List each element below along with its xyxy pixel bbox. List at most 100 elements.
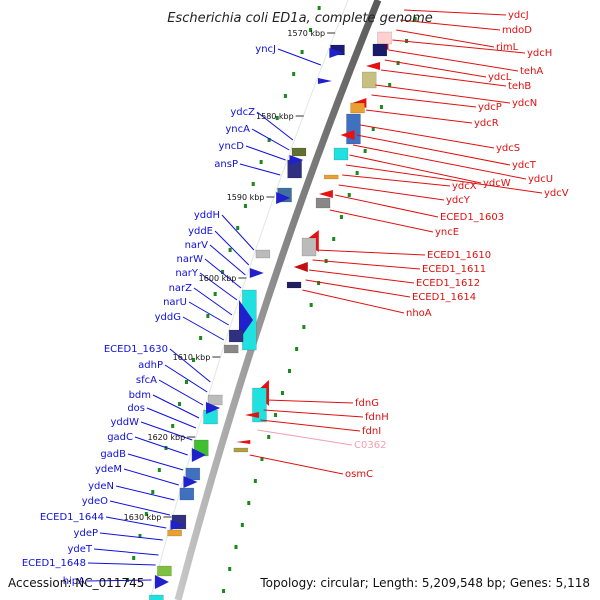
tick-mark (317, 281, 321, 285)
gene-label-ydcj: ydcJ (508, 10, 529, 21)
leader-line (204, 258, 242, 289)
gene-arrow (276, 192, 291, 204)
gene-block (323, 174, 339, 180)
tick-mark (295, 347, 299, 351)
leader-line (263, 409, 364, 418)
kbp-label: 1620 kbp (148, 433, 186, 442)
gene-block (333, 147, 349, 161)
gene-arrow (365, 62, 380, 70)
tick-mark (236, 226, 240, 230)
leader-line (345, 164, 543, 194)
gene-block (223, 344, 239, 354)
leader-line (256, 111, 294, 141)
tick-mark (309, 303, 313, 307)
gene-label-riml: rimL (496, 42, 519, 53)
gene-label-ydcp: ydcP (478, 102, 502, 113)
leader-line (338, 184, 445, 201)
gene-label-eced1_1603: ECED1_1603 (440, 212, 504, 223)
leader-line (356, 134, 511, 166)
tick-mark (260, 457, 264, 461)
leader-line (214, 230, 250, 266)
gene-arrow (317, 78, 332, 84)
gene-block (372, 43, 388, 57)
kbp-label: 1600 kbp (199, 274, 237, 283)
leader-line (400, 19, 501, 31)
left-strand-features (149, 44, 345, 600)
gene-label-tehb: tehB (508, 81, 531, 92)
tick-mark (243, 204, 247, 208)
gene-arrow (329, 48, 344, 58)
gene-label-ydep: ydeP (74, 528, 98, 539)
gene-block (185, 467, 201, 481)
kbp-label: 1610 kbp (173, 353, 211, 362)
leader-line (188, 301, 229, 326)
leader-line (164, 364, 208, 393)
tick-marks (126, 6, 417, 593)
leader-line (371, 94, 477, 108)
gene-block (315, 197, 331, 209)
leader-line (384, 59, 487, 78)
gene-label-ydcu: ydcU (528, 174, 553, 185)
leader-line (305, 279, 411, 298)
gene-block (361, 71, 377, 89)
gene-label-ydeo: ydeO (82, 496, 108, 507)
gene-label-eced1_1644: ECED1_1644 (40, 512, 104, 523)
gene-block (179, 487, 195, 501)
leader-line (123, 468, 179, 486)
tick-mark (259, 160, 263, 164)
gene-label-gadc: gadC (107, 432, 133, 443)
leader-line (245, 145, 286, 161)
tick-mark (184, 380, 188, 384)
gene-block (203, 409, 218, 425)
tick-mark (339, 215, 343, 219)
leader-line (380, 69, 507, 87)
leader-line (158, 379, 204, 406)
leader-line (302, 289, 405, 314)
leader-line (105, 516, 167, 529)
leader-line (365, 109, 473, 124)
gene-arrow (340, 130, 355, 140)
tick-mark (309, 28, 313, 32)
leader-line (221, 214, 255, 251)
gene-label-ydcs: ydcS (496, 143, 520, 154)
tick-mark (379, 105, 383, 109)
leader-line (109, 500, 171, 516)
kbp-label: 1580 kbp (256, 112, 294, 121)
gene-block (157, 565, 172, 577)
leader-line (115, 485, 175, 501)
leader-line (199, 272, 238, 301)
leader-line (182, 316, 225, 341)
tick-mark (213, 292, 217, 296)
gene-label-ynca: yncA (225, 124, 250, 135)
tick-mark (274, 413, 278, 417)
leader-line (146, 407, 197, 429)
leader-line (329, 209, 434, 233)
tick-mark (247, 501, 251, 505)
gene-block (301, 237, 317, 257)
gene-label-ydde: yddE (188, 226, 213, 237)
tick-mark (280, 391, 284, 395)
leader-line (140, 421, 193, 441)
gene-label-narw: narW (177, 254, 204, 265)
tick-mark (240, 523, 244, 527)
gene-label-ydem: ydeM (95, 464, 122, 475)
tick-mark (363, 149, 367, 153)
tick-mark (151, 490, 155, 494)
gene-label-fdnh: fdnH (365, 412, 389, 423)
tick-mark (221, 270, 225, 274)
gene-label-ydcv: ydcV (544, 188, 569, 199)
tick-mark (199, 336, 203, 340)
gene-arrow (183, 476, 198, 488)
gene-block (233, 447, 249, 453)
tick-mark (253, 479, 257, 483)
gene-arrow (236, 440, 251, 444)
gene-label-teha: tehA (520, 66, 543, 77)
tick-mark (228, 567, 232, 571)
tick-mark (300, 50, 304, 54)
tick-mark (292, 72, 296, 76)
gene-label-ydcx: ydcX (452, 181, 477, 192)
tick-mark (157, 468, 161, 472)
gene-block (149, 594, 164, 600)
leader-line (404, 9, 507, 16)
